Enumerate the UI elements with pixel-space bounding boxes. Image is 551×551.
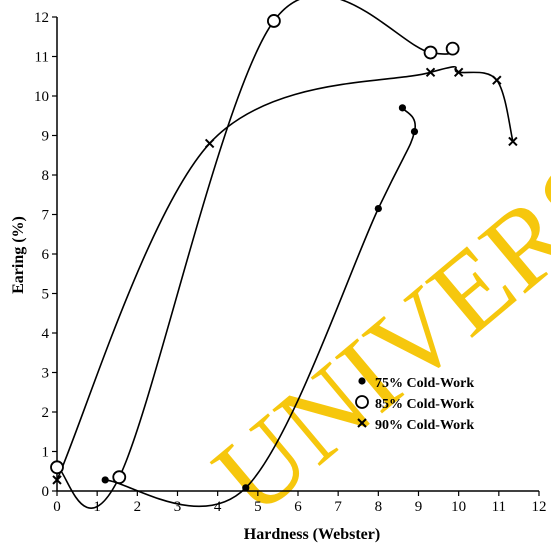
y-tick-label: 8 (42, 168, 50, 184)
y-tick-label: 7 (42, 208, 50, 224)
x-tick-label: 12 (532, 499, 547, 515)
series-1-point (410, 127, 419, 136)
y-tick-label: 6 (42, 247, 50, 263)
x-marker-stroke (357, 418, 367, 428)
x-marker-stroke (453, 67, 464, 78)
x-marker-stroke (508, 136, 518, 147)
x-marker-stroke (492, 75, 502, 85)
legend-marker-3 (357, 418, 367, 428)
series-3-point (52, 475, 62, 485)
y-tick-label: 9 (42, 129, 50, 145)
series-3-point (453, 67, 464, 78)
y-tick-label: 3 (42, 366, 50, 382)
x-tick-label: 11 (492, 499, 506, 515)
series-2-point (423, 45, 438, 60)
y-tick-label: 10 (34, 89, 49, 105)
x-tick-label: 0 (53, 499, 61, 515)
legend-marker-2 (355, 395, 369, 409)
series-2-point (112, 470, 127, 485)
y-tick-label: 4 (42, 326, 50, 342)
series-3-point (492, 75, 502, 85)
x-tick-label: 5 (254, 499, 262, 515)
x-tick-label: 10 (451, 499, 466, 515)
legend-label-3: 90% Cold-Work (375, 418, 474, 433)
x-marker-stroke (52, 475, 62, 485)
series-3-point (204, 138, 215, 149)
x-tick-label: 7 (334, 499, 342, 515)
legend-label-1: 75% Cold-Work (375, 376, 474, 391)
x-marker-stroke (204, 138, 215, 149)
series-2-point (50, 460, 64, 475)
y-tick-label: 1 (42, 445, 50, 461)
x-axis-title: Hardness (Webster) (244, 526, 380, 543)
y-tick-label: 2 (42, 405, 50, 421)
series-2-point (266, 14, 281, 28)
x-tick-label: 9 (415, 499, 423, 515)
series-1-point (374, 204, 382, 213)
series-3-point (425, 67, 436, 78)
legend-label-2: 85% Cold-Work (375, 397, 474, 412)
x-tick-label: 8 (375, 499, 383, 515)
y-tick-label: 5 (42, 287, 50, 303)
x-marker-stroke (425, 67, 436, 78)
x-tick-label: 3 (174, 499, 182, 515)
x-tick-label: 6 (294, 499, 302, 515)
x-tick-label: 2 (134, 499, 142, 515)
series-1-point (242, 484, 250, 492)
y-tick-label: 0 (42, 484, 50, 500)
series-1-point (101, 476, 109, 484)
markers (50, 14, 518, 492)
y-tick-label: 11 (35, 50, 49, 66)
series-1-point (398, 104, 407, 112)
series-2-point (445, 41, 460, 56)
legend-marker-1 (358, 377, 366, 385)
series-3-point (508, 136, 518, 147)
y-axis-title: Earing (%) (10, 216, 27, 294)
legend: 75% Cold-Work 85% Cold-Work 90% Cold-Work (355, 376, 474, 433)
x-tick-label: 4 (214, 499, 222, 515)
y-tick-label: 12 (34, 10, 49, 26)
